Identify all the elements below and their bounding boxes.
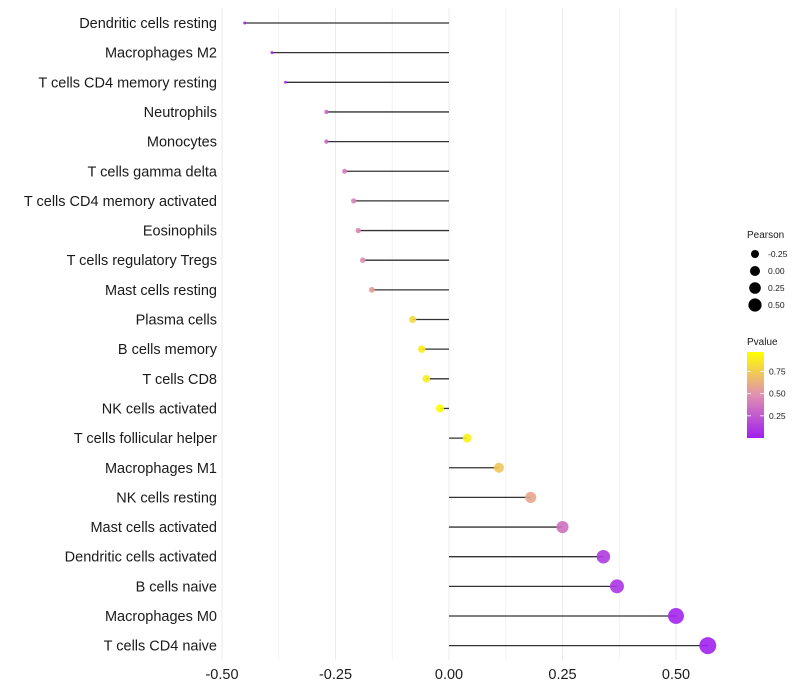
x-axis-ticks: -0.50 -0.25 0.00 0.25 0.50 [205,667,690,683]
lollipop-dot [418,345,426,353]
legend-size-label: 0.50 [768,300,785,310]
y-axis-label: Mast cells resting [105,283,217,299]
legend-size-label: 0.00 [768,266,785,276]
y-axis-label: T cells CD4 naive [104,639,217,655]
lollipop-dot [270,51,274,55]
legend-colorbar [747,352,764,438]
y-axis-label: B cells memory [118,342,218,358]
lollipop-dot [596,549,611,564]
legend-size-key [749,282,761,294]
lollipop-dot [243,21,247,25]
legend-color-label: 0.75 [769,367,786,377]
lollipop-dot [368,286,375,293]
y-axis-label: Macrophages M0 [105,609,217,625]
x-tick-label: -0.25 [319,667,352,683]
y-axis-label: Mast cells activated [90,520,217,536]
y-axis-label: Dendritic cells resting [79,16,217,32]
lollipop-dot [422,374,431,383]
x-tick-label: 0.00 [435,667,463,683]
y-axis-labels: Dendritic cells resting Macrophages M2 T c… [24,16,218,655]
lollipop-dot [493,462,504,473]
y-axis-label: Dendritic cells activated [65,550,217,566]
grid-lines [221,8,677,660]
lollipop-dot [324,109,329,115]
legend-color-label: 0.25 [769,411,786,421]
lollipop-dot [556,520,569,534]
lollipop-dot [668,608,684,624]
legend-pvalue: Pvalue 0.75 0.50 0.25 [747,337,786,438]
lollipop-stems [244,22,708,647]
y-axis-label: T cells CD4 memory activated [24,194,217,210]
lollipop-dot [284,80,288,84]
lollipop-dot [351,198,357,204]
legend-pearson: Pearson -0.25 0.00 0.25 0.50 [747,230,788,312]
lollipop-dot [462,433,472,443]
lollipop-dot [409,315,417,324]
lollipop-dot [342,168,348,174]
lollipop-dot [355,227,361,234]
legend-size-key [748,298,762,312]
y-axis-label: Macrophages M2 [105,46,217,62]
lollipop-dot [435,404,444,413]
y-axis-label: T cells follicular helper [74,431,217,447]
x-tick-label: -0.50 [205,667,238,683]
lollipop-dot [324,139,329,144]
legend-size-key [750,266,760,276]
y-axis-label: T cells gamma delta [88,164,218,180]
x-tick-label: 0.25 [548,667,576,683]
y-axis-label: T cells CD4 memory resting [38,75,217,91]
legend-size-label: -0.25 [768,249,788,259]
y-axis-label: Neutrophils [144,105,217,121]
lollipop-dot [610,579,624,594]
y-axis-label: T cells CD8 [142,372,217,388]
legend-pearson-title: Pearson [747,230,784,241]
y-axis-label: Eosinophils [143,224,217,240]
lollipop-dot [699,637,717,655]
y-axis-label: Macrophages M1 [105,461,217,477]
legend-pvalue-title: Pvalue [747,337,778,348]
y-axis-label: T cells regulatory Tregs [67,253,217,269]
y-axis-label: NK cells activated [102,401,217,417]
lollipop-dots [243,21,717,655]
y-axis-label: Plasma cells [136,313,217,329]
y-axis-label: B cells naive [136,579,217,595]
lollipop-dot [525,491,537,503]
y-axis-label: Monocytes [147,135,217,151]
legend-color-label: 0.50 [769,389,786,399]
y-axis-label: NK cells resting [116,490,217,506]
lollipop-dot [359,257,366,263]
legend-size-label: 0.25 [768,283,785,293]
x-tick-label: 0.50 [662,667,690,683]
legend-size-key [751,250,759,258]
